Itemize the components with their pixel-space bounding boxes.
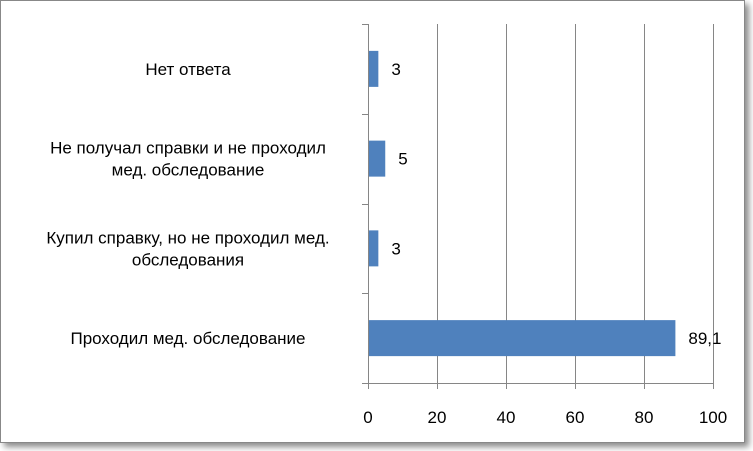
data-label: 3 bbox=[391, 239, 400, 258]
category-label: Нет ответа bbox=[145, 60, 231, 79]
category-label: Проходил мед. обследование bbox=[70, 329, 305, 348]
chart-area: 0 20 40 60 80 100 89,1 Проходил мед. обследован… bbox=[0, 0, 745, 443]
x-tick-label: 0 bbox=[363, 408, 372, 427]
category-label: Не получал справки и не проходил мед. обс… bbox=[50, 139, 326, 180]
data-label: 5 bbox=[398, 150, 407, 169]
bar bbox=[369, 140, 386, 177]
bar-chart: 0 20 40 60 80 100 89,1 Проходил мед. обследован… bbox=[46, 24, 727, 427]
data-label: 89,1 bbox=[688, 329, 721, 348]
bar bbox=[369, 50, 379, 87]
x-tick-label: 60 bbox=[566, 408, 585, 427]
bar bbox=[369, 230, 379, 267]
x-tick-label: 80 bbox=[635, 408, 654, 427]
x-tick-label: 40 bbox=[497, 408, 516, 427]
data-label: 3 bbox=[391, 60, 400, 79]
category-label: Купил справку, но не проходил мед. обслед… bbox=[46, 228, 329, 269]
x-tick-label: 20 bbox=[428, 408, 447, 427]
bar bbox=[369, 320, 676, 357]
x-tick-label: 100 bbox=[699, 408, 727, 427]
